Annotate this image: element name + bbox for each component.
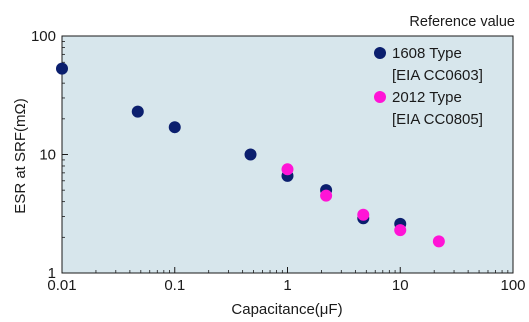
data-point-1608 xyxy=(56,62,68,75)
data-point-2012 xyxy=(394,224,407,237)
x-tick-label: 100 xyxy=(500,277,525,294)
y-tick-label: 100 xyxy=(31,28,56,45)
plot-area xyxy=(61,35,514,274)
legend-label-1608: 1608 Type xyxy=(392,45,462,62)
y-axis-ticks: 1 10 100 xyxy=(31,28,68,282)
data-point-1608 xyxy=(131,105,144,118)
y-tick-label: 10 xyxy=(39,147,56,164)
y-tick-label: 1 xyxy=(48,265,56,282)
x-tick-label: 0.1 xyxy=(164,277,185,294)
x-axis-title: Capacitance(μF) xyxy=(231,301,342,318)
x-tick-label: 1 xyxy=(283,277,291,294)
x-tick-label: 10 xyxy=(392,277,409,294)
legend-marker-1608 xyxy=(374,47,386,59)
data-point-2012 xyxy=(357,208,370,221)
legend-sublabel-2012: [EIA CC0805] xyxy=(392,111,483,128)
y-axis-title: ESR at SRF(mΩ) xyxy=(12,98,29,213)
legend-sublabel-1608: [EIA CC0603] xyxy=(392,67,483,84)
data-points xyxy=(56,62,445,248)
legend: 1608 Type [EIA CC0603] 2012 Type [EIA CC… xyxy=(374,45,483,128)
data-point-2012 xyxy=(432,235,445,248)
legend-label-2012: 2012 Type xyxy=(392,89,462,106)
data-point-1608 xyxy=(244,148,257,161)
data-point-2012 xyxy=(281,163,294,176)
x-axis-ticks: 0.01 0.1 1 10 100 xyxy=(47,267,526,294)
data-point-1608 xyxy=(168,121,181,134)
data-point-2012 xyxy=(320,189,333,202)
x-tick-label: 0.01 xyxy=(47,277,76,294)
reference-value-annotation: Reference value xyxy=(409,14,515,30)
legend-marker-2012 xyxy=(374,91,386,103)
